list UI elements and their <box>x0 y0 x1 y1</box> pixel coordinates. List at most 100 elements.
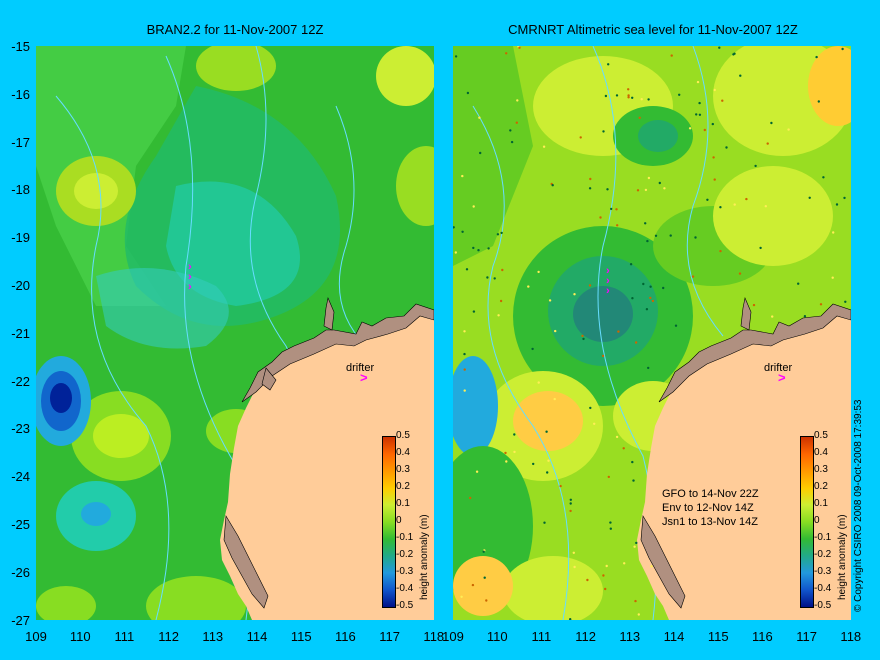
altimeter-track-point <box>500 231 503 235</box>
altimeter-track-point <box>609 527 612 530</box>
altimeter-track-point <box>513 450 516 454</box>
altimeter-track-point <box>472 205 475 208</box>
altimeter-track-point <box>640 98 643 101</box>
lat-tick-label: -20 <box>11 278 30 293</box>
lon-tick-label-right: 113 <box>619 629 641 644</box>
altimeter-track-point <box>650 565 653 568</box>
altimeter-track-point <box>499 299 503 303</box>
altimeter-track-point <box>631 96 634 99</box>
altimeter-track-point <box>477 249 480 252</box>
altimeter-track-point <box>787 128 790 131</box>
colorbar-tick-left: -0.1 <box>396 532 414 543</box>
altimeter-track-point <box>627 94 630 97</box>
altimeter-track-point <box>471 583 475 587</box>
altimeter-track-point <box>472 246 475 250</box>
altimeter-track-point <box>703 128 706 132</box>
altimeter-track-point <box>733 203 736 206</box>
altimeter-track-point <box>463 330 466 333</box>
lat-tick-label: -27 <box>11 612 30 628</box>
lon-tick-label-right: 115 <box>707 629 729 644</box>
altimeter-track-point <box>487 247 490 250</box>
altimeter-track-point <box>548 299 552 302</box>
altimeter-track-point <box>770 121 773 125</box>
altimeter-track-point <box>739 74 742 77</box>
altimeter-track-point <box>651 299 655 303</box>
colorbar-right <box>800 436 814 608</box>
altimeter-track-point <box>698 101 701 105</box>
altimeter-track-point <box>466 91 470 95</box>
altimeter-track-point <box>497 314 500 317</box>
lat-tick-label: -15 <box>11 39 30 54</box>
altimeter-track-point <box>593 422 596 425</box>
altimeter-track-point <box>633 545 636 548</box>
altimeter-track-point <box>631 460 634 464</box>
altimeter-track-point <box>516 99 519 102</box>
altimeter-track-point <box>797 282 800 285</box>
lat-tick-label: -25 <box>11 517 30 532</box>
altimeter-track-point <box>496 233 500 236</box>
colorbar-tick-right: 0.5 <box>814 430 828 441</box>
altimeter-track-point <box>513 433 516 436</box>
altimeter-track-point <box>706 198 709 201</box>
altimeter-track-point <box>623 562 626 565</box>
cmrnrt-altimetry-map <box>453 46 851 620</box>
colorbar-tick-right: 0.4 <box>814 447 828 458</box>
altimeter-track-point <box>569 509 572 513</box>
altimeter-track-point <box>615 435 619 439</box>
altimeter-track-point <box>647 176 651 180</box>
lon-tick-label-left: 116 <box>335 629 356 644</box>
altimeter-track-point <box>586 578 589 582</box>
altimeter-track-point <box>485 599 488 602</box>
altimeter-track-point <box>531 347 534 351</box>
altimeter-track-point <box>752 303 756 307</box>
altimeter-track-point <box>678 93 681 96</box>
left-panel-title: BRAN2.2 for 11-Nov-2007 12Z <box>146 22 324 37</box>
altimeter-track-point <box>454 55 458 58</box>
altimeter-track-point <box>465 268 469 271</box>
altimeter-track-point <box>627 88 630 91</box>
altimeter-track-point <box>602 130 605 133</box>
lat-tick-label: -16 <box>11 86 30 102</box>
altimeter-track-point <box>669 234 672 237</box>
altimeter-track-point <box>642 282 645 286</box>
altimeter-track-point <box>627 96 630 99</box>
altimeter-track-point <box>461 174 464 178</box>
altimeter-track-point <box>635 541 638 545</box>
altimeter-track-point <box>644 222 647 225</box>
altimeter-track-point <box>605 564 608 568</box>
colorbar-tick-left: -0.2 <box>396 549 414 560</box>
altimeter-track-point <box>601 354 605 358</box>
colorbar-tick-right: 0.2 <box>814 481 828 492</box>
altimeter-track-point <box>588 284 592 287</box>
altimeter-track-point <box>569 498 572 501</box>
lat-tick-label: -21 <box>11 325 30 341</box>
altimeter-track-point <box>695 113 698 116</box>
colorbar-title-left: height anomaly (m) <box>419 514 430 600</box>
altimeter-track-point <box>602 574 605 577</box>
altimeter-track-point <box>505 52 508 55</box>
colorbar-tick-right: -0.1 <box>814 532 832 543</box>
altimeter-track-point <box>478 116 481 119</box>
altimeter-track-point <box>631 297 634 300</box>
altimeter-track-point <box>688 127 692 130</box>
colorbar-tick-left: 0.2 <box>396 481 410 492</box>
altimeter-track-point <box>649 285 652 288</box>
drifter-marker-right: > <box>778 370 786 385</box>
altimeter-track-point <box>547 459 550 462</box>
altimeter-track-point <box>589 406 592 410</box>
altimeter-track-point <box>589 177 592 181</box>
altimeter-track-point <box>638 116 641 120</box>
lon-tick-label-left: 109 <box>25 629 47 644</box>
drifter-track-right: › › › <box>606 265 610 297</box>
lon-tick-label-left: 112 <box>158 629 179 644</box>
altimeter-track-point <box>553 397 556 401</box>
altimeter-track-point <box>644 188 648 192</box>
lat-tick-label: -23 <box>11 421 30 437</box>
lon-tick-label-right: 114 <box>663 629 685 644</box>
colorbar-tick-left: -0.4 <box>396 583 414 594</box>
altimeter-track-point <box>617 330 620 333</box>
lon-tick-label-right: 118 <box>840 629 862 644</box>
altimeter-track-point <box>463 368 466 371</box>
altimeter-track-point <box>721 99 724 102</box>
altimeter-track-point <box>691 275 695 278</box>
